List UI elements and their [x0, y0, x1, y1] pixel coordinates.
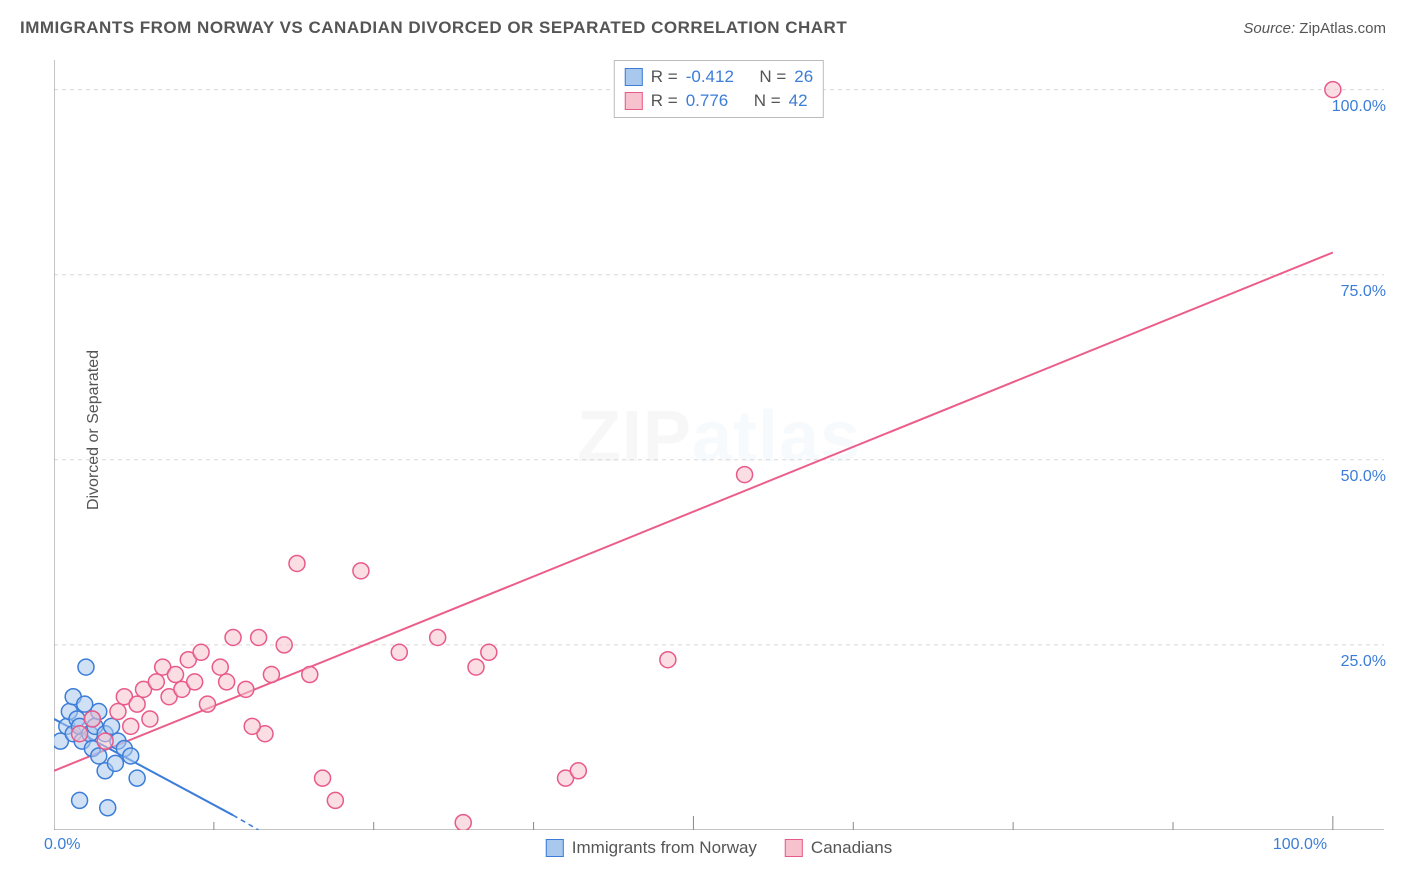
n-label: N =: [754, 91, 781, 111]
y-tick-label: 25.0%: [1326, 653, 1386, 671]
stats-row-series-1: R = -0.412 N = 26: [625, 65, 813, 89]
stats-row-series-2: R = 0.776 N = 42: [625, 89, 813, 113]
legend-label-series-2: Canadians: [811, 838, 892, 858]
r-label: R =: [651, 67, 678, 87]
legend-entry-series-2: Canadians: [785, 838, 892, 858]
chart-title: IMMIGRANTS FROM NORWAY VS CANADIAN DIVOR…: [20, 18, 847, 38]
swatch-series-1-icon: [546, 839, 564, 857]
source-attribution: Source: ZipAtlas.com: [1243, 20, 1386, 37]
y-tick-label: 100.0%: [1326, 98, 1386, 116]
r-value-series-1: -0.412: [686, 67, 734, 87]
swatch-series-1: [625, 68, 643, 86]
chart-area: ZIPatlas R = -0.412 N = 26 R = 0.776 N =…: [54, 60, 1384, 830]
source-label: Source:: [1243, 20, 1295, 37]
y-tick-label: 75.0%: [1326, 283, 1386, 301]
legend-entry-series-1: Immigrants from Norway: [546, 838, 757, 858]
y-tick-label: 0.0%: [44, 836, 104, 854]
legend-label-series-1: Immigrants from Norway: [572, 838, 757, 858]
scatter-chart: [54, 60, 1384, 830]
r-label: R =: [651, 91, 678, 111]
swatch-series-2: [625, 92, 643, 110]
r-value-series-2: 0.776: [686, 91, 729, 111]
n-value-series-2: 42: [789, 91, 808, 111]
swatch-series-2-icon: [785, 839, 803, 857]
n-value-series-1: 26: [794, 67, 813, 87]
source-value: ZipAtlas.com: [1299, 20, 1386, 37]
stats-legend: R = -0.412 N = 26 R = 0.776 N = 42: [614, 60, 824, 118]
n-label: N =: [759, 67, 786, 87]
y-tick-label: 50.0%: [1326, 468, 1386, 486]
series-legend: Immigrants from Norway Canadians: [546, 838, 892, 858]
x-tick-label: 100.0%: [1273, 836, 1327, 854]
